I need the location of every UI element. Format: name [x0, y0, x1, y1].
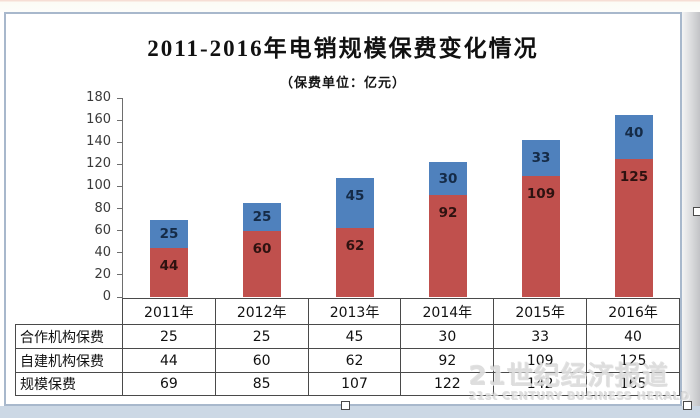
y-axis-label: 0: [102, 289, 111, 304]
y-axis-label: 80: [94, 200, 111, 216]
table-row: 自建机构保费 44 60 62 92 109 125: [15, 348, 680, 373]
value-cell: 60: [214, 348, 309, 373]
bar-value-label: 33: [531, 150, 551, 166]
value-cell: 109: [493, 348, 588, 373]
bar-value-label: 92: [438, 205, 458, 221]
value-cell: 44: [121, 348, 216, 373]
bar-value-label: 25: [159, 226, 179, 242]
value-cell: 33: [493, 324, 588, 349]
chart-subtitle: （保费单位：亿元）: [279, 75, 406, 90]
y-axis-label: 40: [94, 244, 111, 260]
bar-column: 25 44: [150, 220, 188, 297]
bar-segment-bottom-series: 125: [615, 159, 653, 297]
bar-value-label: 60: [252, 241, 272, 257]
bar-value-label: 44: [159, 258, 179, 274]
value-cell: 40: [586, 324, 680, 349]
value-cell: 25: [214, 324, 309, 349]
bar-segment-top-series: 25: [243, 203, 281, 231]
value-cell: 92: [400, 348, 495, 373]
bar-column: 45 62: [336, 178, 374, 297]
bar-segment-bottom-series: 92: [429, 195, 467, 297]
bar-value-label: 25: [252, 209, 272, 225]
bar-column: 30 92: [429, 162, 467, 297]
selection-handle-bottom-center[interactable]: [341, 401, 350, 410]
value-cell: 165: [586, 372, 680, 396]
bar-value-label: 30: [438, 170, 458, 187]
y-axis-label: 100: [86, 178, 111, 194]
table-corner-cell: [16, 299, 123, 325]
year-header-cell: 2015年: [493, 298, 588, 325]
bar-segment-top-series: 45: [336, 178, 374, 228]
y-axis-tick: [117, 274, 123, 276]
row-label-cell: 自建机构保费: [15, 348, 123, 373]
bar-segment-top-series: 25: [150, 220, 188, 248]
bar-column: 25 60: [243, 203, 281, 297]
bottom-strip: [0, 406, 700, 418]
y-axis-tick: [117, 230, 123, 232]
data-table: 2011年 2012年 2013年 2014年 2015年 2016年 合作机构保费 25 25…: [15, 298, 680, 396]
table-row: 规模保费 69 85 107 122 142 165: [15, 372, 680, 396]
row-label-cell: 规模保费: [15, 372, 123, 396]
bar-column: 33 109: [522, 140, 560, 297]
y-axis-tick: [117, 141, 123, 143]
row-label-cell: 合作机构保费: [15, 324, 123, 349]
year-header-cell: 2012年: [214, 298, 309, 325]
y-axis-label: 60: [94, 222, 111, 238]
chart-panel[interactable]: 2011-2016年电销规模保费变化情况 （保费单位：亿元） 0 20 40 60 80…: [4, 12, 682, 406]
selection-handle-bottom-right[interactable]: [683, 401, 692, 410]
value-cell: 30: [400, 324, 495, 349]
bar-segment-bottom-series: 109: [522, 176, 560, 297]
bar-column: 40 125: [615, 115, 653, 297]
bar-segment-bottom-series: 62: [336, 228, 374, 297]
bar-segment-bottom-series: 60: [243, 231, 281, 297]
table-row: 合作机构保费 25 25 45 30 33 40: [15, 324, 680, 349]
bar-segment-top-series: 40: [615, 115, 653, 159]
bar-value-label: 45: [345, 188, 365, 204]
value-cell: 85: [214, 372, 309, 396]
y-axis-label: 20: [94, 266, 111, 282]
year-header-cell: 2014年: [400, 298, 495, 325]
y-axis-tick: [117, 185, 123, 187]
year-header-cell: 2013年: [307, 298, 402, 325]
y-axis-label: 160: [86, 112, 111, 128]
y-axis-label: 180: [86, 90, 111, 105]
value-cell: 25: [121, 324, 216, 349]
bar-value-label: 62: [345, 238, 365, 254]
y-axis-tick: [117, 252, 123, 254]
value-cell: 122: [400, 372, 495, 396]
chart-title: 2011-2016年电销规模保费变化情况: [147, 36, 539, 61]
right-shade: [682, 12, 700, 406]
bar-segment-top-series: 30: [429, 162, 467, 195]
y-axis-tick: [117, 296, 123, 298]
plot-area: 0 20 40 60 80 100 120 140 160 180 25 44 25 60 45 62 30 92…: [86, 90, 681, 304]
year-header-cell: 2011年: [121, 298, 216, 325]
y-axis-tick: [117, 163, 123, 165]
y-axis-tick: [117, 208, 123, 210]
bar-value-label: 125: [619, 169, 649, 185]
top-strip: [0, 0, 700, 12]
value-cell: 142: [493, 372, 588, 396]
y-axis-label: 140: [86, 134, 111, 150]
y-axis-label: 120: [86, 156, 111, 172]
value-cell: 125: [586, 348, 680, 373]
bar-value-label: 40: [624, 125, 644, 141]
bar-segment-top-series: 33: [522, 140, 560, 176]
selection-handle-mid-right[interactable]: [693, 207, 700, 216]
year-header-cell: 2016年: [586, 298, 680, 325]
y-axis-tick: [117, 119, 123, 121]
value-cell: 45: [307, 324, 402, 349]
value-cell: 107: [307, 372, 402, 396]
value-cell: 62: [307, 348, 402, 373]
bar-value-label: 109: [526, 186, 556, 202]
y-axis-tick: [117, 97, 123, 99]
bar-segment-bottom-series: 44: [150, 248, 188, 297]
value-cell: 69: [121, 372, 216, 396]
